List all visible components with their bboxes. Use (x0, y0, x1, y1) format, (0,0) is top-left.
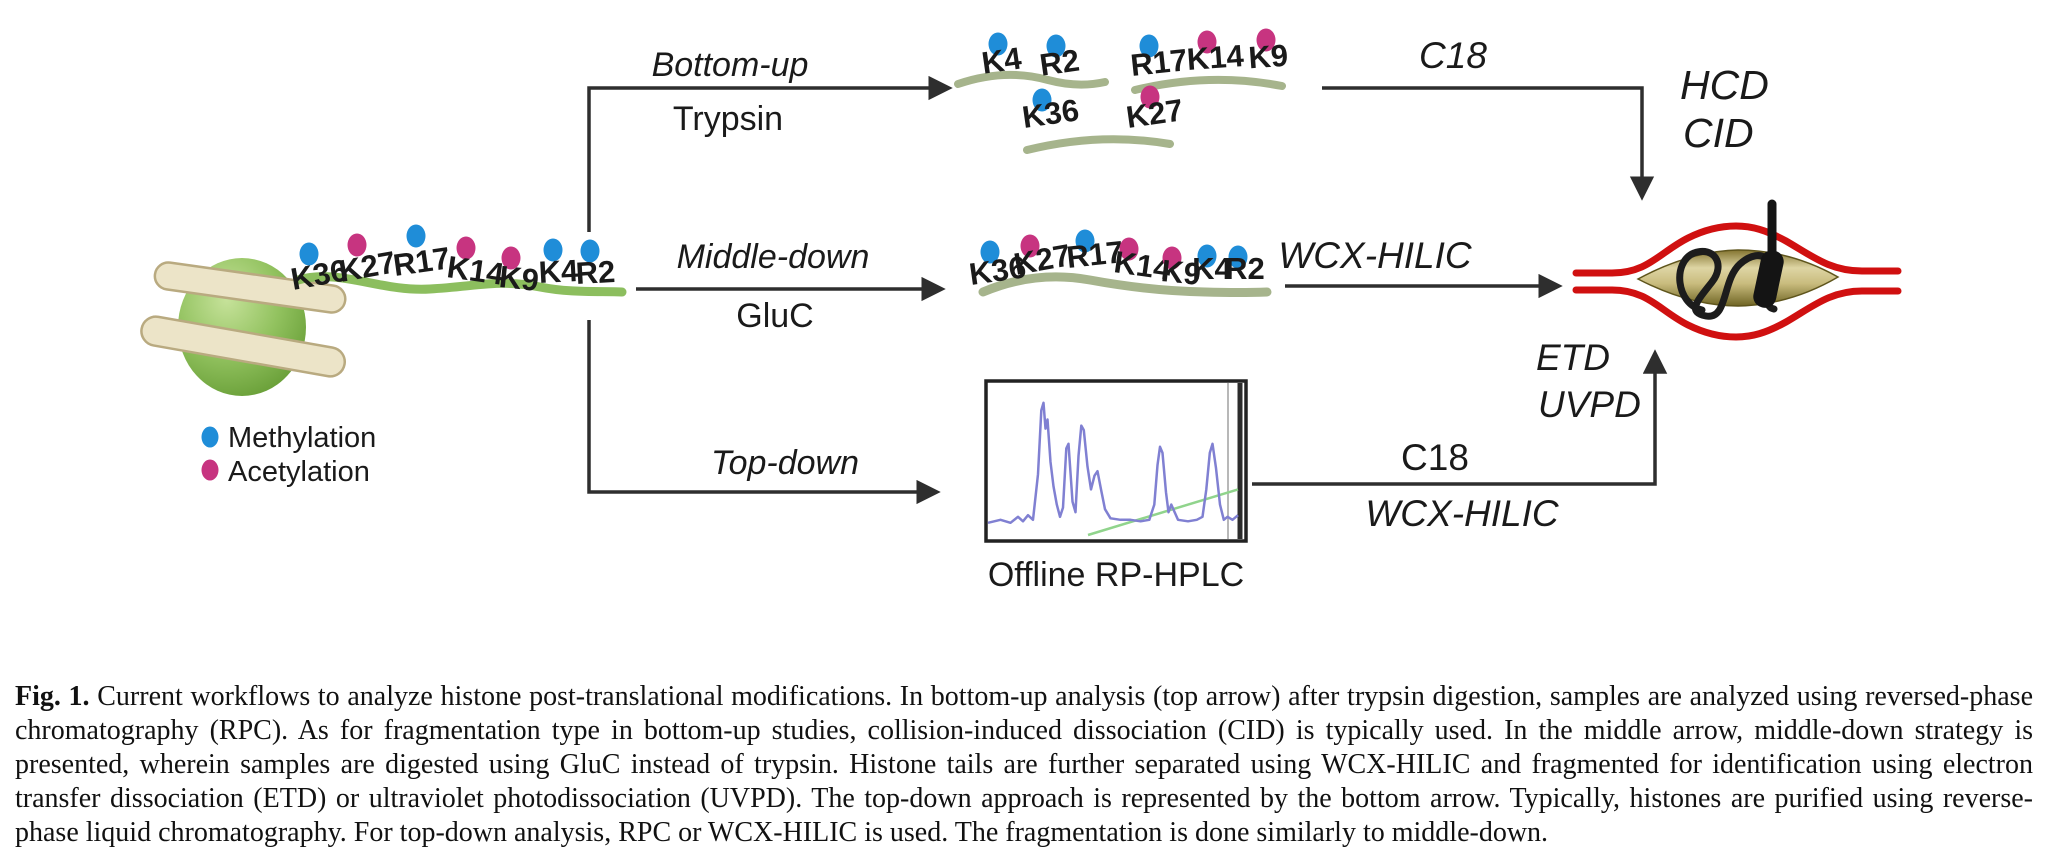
ptm-site-label: K14 (445, 249, 507, 292)
figure-caption: Fig. 1. Current workflows to analyze his… (15, 680, 2033, 850)
ptm-dot-acetylation (347, 233, 367, 257)
wcx-hilic-middle-label: WCX-HILIC (1278, 235, 1472, 276)
ptm-site-label: K4 (1192, 251, 1232, 286)
ptm-dot-methylation (988, 32, 1008, 56)
ptm-site-label: K27 (1124, 92, 1185, 135)
ptm-site-label: R17 (391, 240, 452, 283)
top-down-arrow (587, 320, 941, 505)
ptm-dot-methylation (1197, 244, 1217, 268)
ptm-dot-methylation (1139, 34, 1159, 58)
etd-label: ETD (1536, 337, 1610, 378)
ptm-dot-methylation (980, 240, 1000, 264)
bottom-up-arrow (587, 75, 953, 232)
top-down-title: Top-down (711, 444, 859, 482)
middle-down-title: Middle-down (677, 238, 870, 276)
ptm-dot-acetylation (501, 246, 521, 270)
ptm-dot-methylation (1046, 34, 1066, 58)
ptm-dot-acetylation (1020, 234, 1040, 258)
c18-to-ms-arrow (1322, 86, 1655, 201)
ptm-site-label: K14 (1112, 244, 1174, 287)
hplc-gradient-line (1087, 488, 1239, 537)
ptm-dot-methylation (406, 224, 426, 248)
ptm-site-label: K9 (498, 259, 541, 298)
c18-bottom-label: C18 (1401, 437, 1469, 478)
legend: Methylation Acetylation (201, 422, 376, 488)
ptm-dot-acetylation (1162, 246, 1182, 270)
ptm-site-label: K14 (1186, 38, 1246, 77)
ptm-site-label: K36 (1020, 92, 1081, 135)
peptide-line (1131, 75, 1286, 94)
ptm-site-label: R2 (1037, 43, 1081, 83)
hplc-uv-trace (987, 401, 1239, 525)
histone-nucleosome-icon (140, 258, 347, 396)
ptm-site-label: R17 (1065, 234, 1125, 275)
ms-lens-icon (1636, 249, 1840, 307)
ptm-dot-methylation (1032, 88, 1052, 112)
methylation-dot-icon (201, 426, 219, 448)
ptm-dot-methylation (543, 238, 563, 262)
mass-spectrometer-icon (1572, 199, 1902, 341)
c18-top-label: C18 (1419, 35, 1487, 76)
ptm-dot-methylation (1228, 245, 1248, 269)
figure-caption-label: Fig. 1. (15, 681, 90, 712)
ptm-dot-acetylation (1256, 28, 1276, 52)
histone-tail-line (293, 272, 627, 297)
uvpd-label: UVPD (1538, 384, 1641, 425)
peptide-c-sites: K36 K27 (1020, 85, 1185, 135)
ptm-site-label: K9 (1160, 253, 1203, 292)
ptm-site-label: K4 (979, 40, 1024, 80)
ptm-site-label: R2 (1225, 251, 1265, 286)
peptide-line (1023, 135, 1174, 154)
ms-flow-lines-icon (1572, 222, 1902, 341)
middle-down-enzyme: GluC (736, 297, 813, 335)
legend-label-methylation: Methylation (228, 422, 376, 454)
ptm-dot-methylation (580, 239, 600, 263)
ptm-site-label: K36 (967, 249, 1028, 292)
peptide-line (954, 70, 1109, 89)
wcx-hilic-bottom-label: WCX-HILIC (1365, 493, 1559, 534)
hplc-chromatogram (984, 379, 1248, 543)
offline-rp-hplc-label: Offline RP-HPLC (988, 556, 1244, 594)
ptm-site-label: K4 (538, 253, 580, 290)
bottom-up-enzyme: Trypsin (673, 100, 783, 138)
ptm-dot-methylation (1075, 229, 1095, 253)
peptide-a-sites: K4 R2 (979, 32, 1082, 83)
cid-label: CID (1683, 110, 1754, 156)
ptm-dot-methylation (299, 242, 319, 266)
bottom-up-title: Bottom-up (652, 46, 809, 84)
ptm-dot-acetylation (456, 236, 476, 260)
hcd-label: HCD (1680, 62, 1769, 108)
ptm-dot-acetylation (1197, 30, 1217, 54)
ptm-site-label: R17 (1129, 42, 1189, 83)
topdown-to-ms-arrow (1252, 349, 1668, 486)
bottom-up-peptides (954, 70, 1286, 154)
ptm-dot-acetylation (1140, 85, 1160, 109)
figure-caption-text: Current workflows to analyze histone pos… (15, 681, 2034, 848)
dna-ribbon-icon (140, 261, 347, 378)
ptm-site-label: R2 (575, 254, 616, 291)
legend-label-acetylation: Acetylation (228, 456, 370, 488)
middle-down-peptide-line (978, 272, 1272, 297)
acetylation-dot-icon (201, 459, 219, 481)
ptm-site-label: K9 (1247, 38, 1289, 76)
ptm-dot-acetylation (1119, 237, 1139, 261)
